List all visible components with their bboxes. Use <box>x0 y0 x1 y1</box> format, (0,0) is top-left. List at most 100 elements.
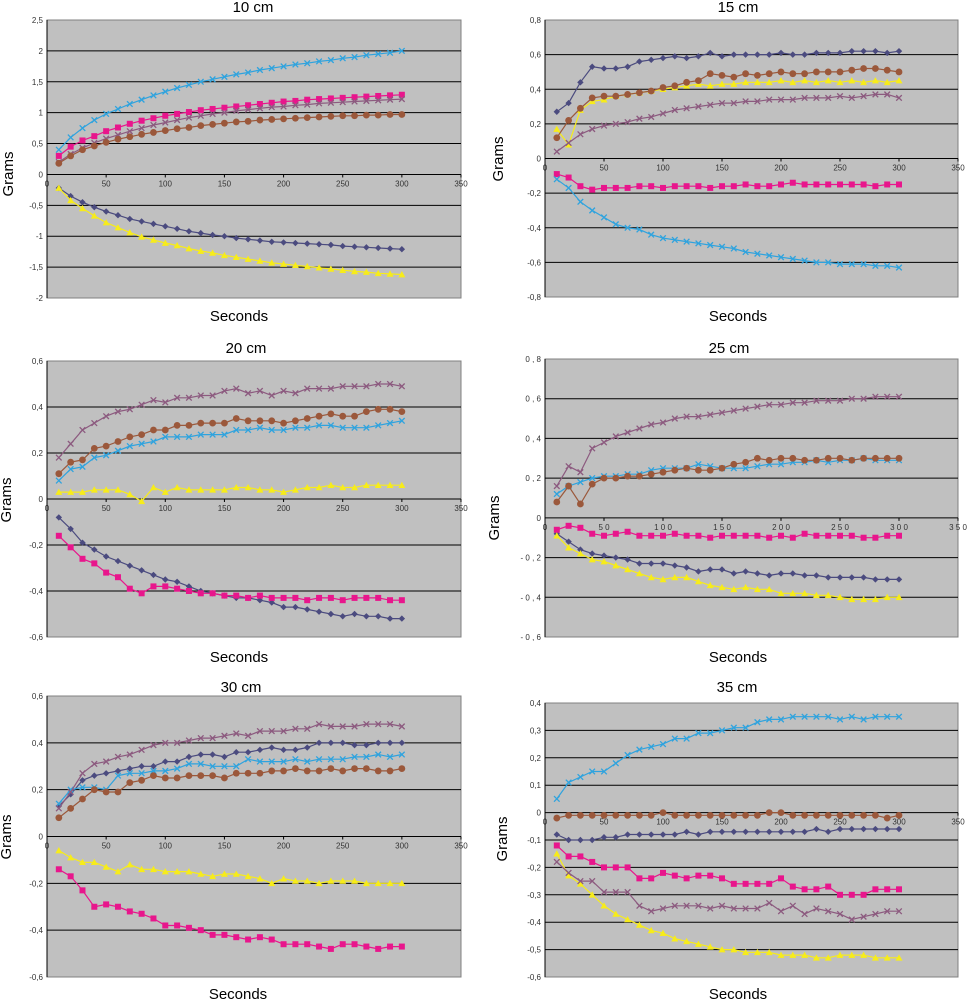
series-B-point <box>233 934 240 941</box>
series-D-point <box>848 260 856 268</box>
series-B-point <box>292 97 299 104</box>
series-F-point <box>374 405 382 413</box>
series-D-point <box>351 424 358 431</box>
series-E-point <box>280 387 287 395</box>
series-F-point <box>872 811 879 819</box>
series-D-point <box>256 758 264 765</box>
series-C-point <box>730 80 738 87</box>
series-F-point <box>303 767 311 775</box>
series-F-point <box>895 811 903 819</box>
series-E-point <box>718 409 726 416</box>
series-D-point <box>813 713 820 720</box>
series-A-point <box>836 825 844 833</box>
y-axis-label: Grams <box>494 817 511 862</box>
series-B-point <box>695 532 702 539</box>
series-B-point <box>624 864 631 871</box>
series-D-point <box>114 447 122 454</box>
series-A-point <box>268 744 275 751</box>
series-D-point <box>114 105 122 113</box>
series-C-point <box>55 488 63 495</box>
series-A-point <box>659 831 667 838</box>
series-D-point <box>79 784 86 791</box>
series-A-point <box>600 65 608 72</box>
y-tick-label: 0,1 <box>530 781 542 790</box>
series-A-point <box>813 825 820 833</box>
y-tick-label: 0,6 <box>32 692 44 701</box>
series-B-point <box>363 594 370 601</box>
series-B-point <box>813 532 820 539</box>
y-tick-label: -0,4 <box>527 224 541 233</box>
series-D-point <box>386 753 394 761</box>
series-F-point <box>256 417 264 425</box>
x-axis-label: Seconds <box>210 649 268 666</box>
series-B-point <box>730 880 737 887</box>
series-B-point <box>589 530 596 537</box>
x-tick-label: 100 <box>159 504 173 513</box>
series-E-point <box>671 415 679 422</box>
series-A-point <box>612 554 619 561</box>
series-B-point <box>268 99 275 106</box>
series-E-point <box>315 100 323 107</box>
series-F-point <box>161 426 169 434</box>
series-F-point <box>624 472 631 480</box>
series-C-point <box>351 484 359 491</box>
series-A-point <box>860 825 867 833</box>
series-B-point <box>304 597 311 604</box>
x-tick-label: 150 <box>218 504 232 513</box>
series-E-point <box>232 107 240 115</box>
series-F-point <box>730 460 738 468</box>
series-C-point <box>303 262 311 270</box>
series-B-point <box>801 530 808 537</box>
series-F-point <box>588 480 596 488</box>
series-B-point <box>91 133 98 140</box>
series-B-point <box>577 183 584 190</box>
series-F-point <box>612 811 620 819</box>
series-C-point <box>742 78 750 86</box>
y-tick-label: -0,6 <box>527 258 541 267</box>
series-F-point <box>138 431 146 438</box>
series-C-point <box>339 266 347 273</box>
series-E-point <box>836 92 844 100</box>
series-E-point <box>150 121 157 129</box>
series-C-point <box>232 870 240 877</box>
series-A-point <box>801 51 808 58</box>
series-B-point <box>612 530 619 537</box>
series-A-point <box>386 245 394 252</box>
series-B-point <box>280 941 287 948</box>
y-axis-label: Grams <box>490 137 507 182</box>
series-D-point <box>79 124 86 132</box>
x-tick-label: 300 <box>395 179 409 188</box>
series-A-point <box>695 568 702 575</box>
series-C-point <box>291 877 299 884</box>
series-A-point <box>398 615 406 622</box>
series-B-point <box>636 183 643 190</box>
series-B-point <box>695 872 702 879</box>
series-D-point <box>374 751 382 758</box>
series-B-point <box>351 94 358 101</box>
series-F-point <box>801 70 808 78</box>
series-D-point <box>102 110 110 118</box>
series-E-point <box>624 118 631 126</box>
series-F-point <box>624 811 631 819</box>
series-B-point <box>671 872 678 879</box>
series-A-point <box>577 546 584 553</box>
series-B-point <box>778 875 784 882</box>
x-tick-label: 1 0 0 <box>654 523 672 532</box>
series-E-point <box>327 385 335 392</box>
series-D-point <box>173 433 181 441</box>
series-E-point <box>600 888 608 896</box>
series-F-point <box>292 765 299 772</box>
y-tick-label: -0,1 <box>527 836 541 845</box>
series-A-point <box>848 47 855 55</box>
series-A-point <box>386 739 394 747</box>
y-tick-label: 0 <box>39 170 44 179</box>
series-B-point <box>256 934 263 941</box>
series-E-point <box>374 97 382 104</box>
series-B-point <box>79 555 86 562</box>
series-F-point <box>256 769 264 777</box>
x-tick-label: 350 <box>454 842 468 851</box>
series-C-point <box>161 488 169 495</box>
series-B-point <box>174 922 181 929</box>
series-A-point <box>162 758 169 765</box>
series-D-point <box>327 755 335 763</box>
